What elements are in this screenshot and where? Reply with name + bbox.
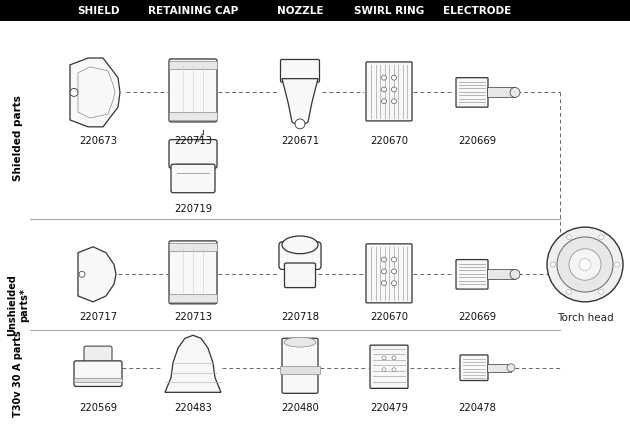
Text: 220479: 220479 xyxy=(370,402,408,412)
Circle shape xyxy=(70,89,78,97)
Circle shape xyxy=(382,281,386,286)
Circle shape xyxy=(382,269,386,274)
Ellipse shape xyxy=(284,337,316,347)
FancyBboxPatch shape xyxy=(279,242,321,270)
Circle shape xyxy=(391,269,396,274)
Text: 220713: 220713 xyxy=(174,135,212,145)
FancyBboxPatch shape xyxy=(285,263,316,288)
FancyBboxPatch shape xyxy=(456,260,488,289)
Polygon shape xyxy=(165,336,221,392)
Circle shape xyxy=(579,259,591,271)
Text: 220669: 220669 xyxy=(458,135,496,145)
Text: 220671: 220671 xyxy=(281,135,319,145)
Bar xyxy=(487,270,515,279)
Circle shape xyxy=(566,235,571,240)
Circle shape xyxy=(507,364,515,372)
Circle shape xyxy=(598,290,604,294)
Circle shape xyxy=(391,100,396,104)
Text: 220713: 220713 xyxy=(174,311,212,321)
Circle shape xyxy=(382,368,386,372)
Circle shape xyxy=(614,262,619,268)
Text: 220480: 220480 xyxy=(281,402,319,412)
FancyBboxPatch shape xyxy=(84,346,112,386)
FancyBboxPatch shape xyxy=(74,361,122,386)
Text: 220717: 220717 xyxy=(79,311,117,321)
Circle shape xyxy=(391,281,396,286)
Text: Shielded parts: Shielded parts xyxy=(13,95,23,180)
FancyBboxPatch shape xyxy=(169,60,217,123)
Text: RETAINING CAP: RETAINING CAP xyxy=(148,6,238,16)
FancyBboxPatch shape xyxy=(366,244,412,303)
Circle shape xyxy=(510,270,520,279)
Circle shape xyxy=(295,120,305,130)
Bar xyxy=(280,366,320,374)
Circle shape xyxy=(382,76,386,81)
Text: 220483: 220483 xyxy=(174,402,212,412)
FancyBboxPatch shape xyxy=(169,140,217,169)
Bar xyxy=(74,378,122,383)
Text: T30v 30 A parts: T30v 30 A parts xyxy=(13,330,23,416)
Polygon shape xyxy=(282,80,318,127)
FancyBboxPatch shape xyxy=(370,345,408,389)
Bar xyxy=(169,243,217,251)
FancyBboxPatch shape xyxy=(280,60,319,83)
Circle shape xyxy=(382,100,386,104)
Circle shape xyxy=(551,262,556,268)
Text: 220669: 220669 xyxy=(458,311,496,321)
Text: 220670: 220670 xyxy=(370,311,408,321)
Polygon shape xyxy=(70,59,120,127)
FancyBboxPatch shape xyxy=(460,355,488,381)
Bar xyxy=(169,62,217,70)
Bar xyxy=(0,0,630,22)
Circle shape xyxy=(566,290,571,294)
Text: 220719: 220719 xyxy=(174,204,212,214)
Circle shape xyxy=(382,356,386,360)
Circle shape xyxy=(382,88,386,93)
Text: SHIELD: SHIELD xyxy=(77,6,119,16)
Text: 220478: 220478 xyxy=(458,402,496,412)
Bar xyxy=(169,113,217,121)
Circle shape xyxy=(557,237,613,292)
Circle shape xyxy=(79,272,85,278)
Text: Torch head: Torch head xyxy=(557,312,614,322)
Bar xyxy=(487,364,511,372)
Ellipse shape xyxy=(282,236,318,254)
Text: 220718: 220718 xyxy=(281,311,319,321)
Text: 220569: 220569 xyxy=(79,402,117,412)
Bar xyxy=(169,294,217,302)
Text: SWIRL RING: SWIRL RING xyxy=(354,6,424,16)
Text: ELECTRODE: ELECTRODE xyxy=(443,6,511,16)
FancyBboxPatch shape xyxy=(366,63,412,122)
Circle shape xyxy=(598,235,604,240)
Text: NOZZLE: NOZZLE xyxy=(277,6,323,16)
Circle shape xyxy=(510,88,520,98)
Bar xyxy=(487,88,515,98)
FancyBboxPatch shape xyxy=(456,78,488,108)
Circle shape xyxy=(392,356,396,360)
Circle shape xyxy=(392,368,396,372)
Circle shape xyxy=(547,227,623,302)
Circle shape xyxy=(391,257,396,262)
Circle shape xyxy=(391,88,396,93)
Circle shape xyxy=(391,76,396,81)
Text: Unshielded
parts*: Unshielded parts* xyxy=(7,273,29,335)
Text: 220670: 220670 xyxy=(370,135,408,145)
Circle shape xyxy=(569,249,601,281)
Text: 220673: 220673 xyxy=(79,135,117,145)
FancyBboxPatch shape xyxy=(169,242,217,304)
Circle shape xyxy=(382,257,386,262)
Polygon shape xyxy=(78,247,116,302)
FancyBboxPatch shape xyxy=(171,165,215,193)
FancyBboxPatch shape xyxy=(282,338,318,393)
